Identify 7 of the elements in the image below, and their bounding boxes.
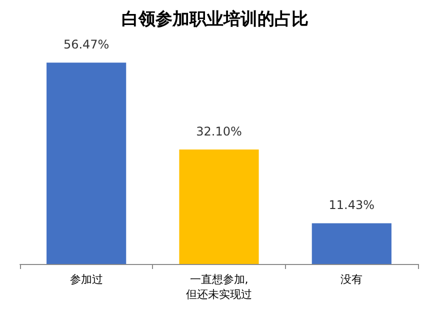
data-label: 11.43% (328, 198, 375, 212)
data-label: 56.47% (63, 38, 110, 52)
x-tick-label: 没有 (340, 273, 363, 286)
data-label: 32.10% (196, 124, 242, 139)
chart-title: 白领参加职业培训的占比 (122, 10, 308, 30)
x-tick-label: 参加过 (70, 273, 103, 286)
x-tick-label: 一直想参加, 但还未实现过 (186, 273, 252, 301)
